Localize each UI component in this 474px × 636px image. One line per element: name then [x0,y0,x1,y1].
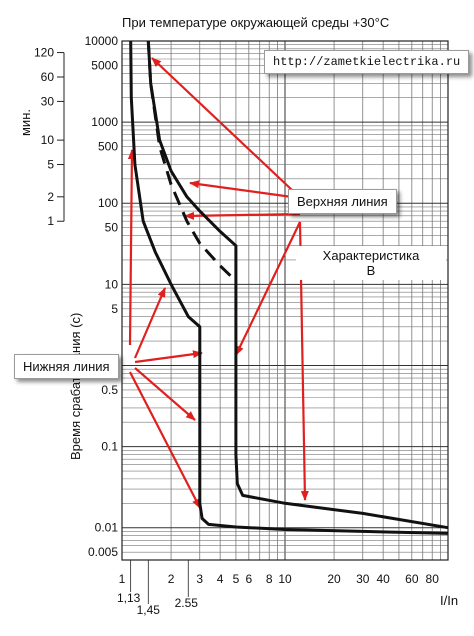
x-axis-label: I/In [440,593,458,608]
characteristic-line-2: В [366,263,376,278]
x-tick-label: 1 [119,572,126,586]
arrow-annotations [127,57,309,509]
y-tick-label: 1000 [91,115,118,129]
y-tick-label: 100 [98,196,118,210]
x-tick-label: 8 [266,572,273,586]
y-tick-label: 0.5 [101,383,118,397]
x-extra-tick-label: 1,45 [137,603,161,617]
x-tick-label: 3 [196,572,203,586]
minutes-tick-label: 30 [41,94,55,108]
x-extra-tick-label: 1,13 [117,591,141,605]
arrow [134,367,196,421]
minutes-tick-label: 5 [47,158,54,172]
x-tick-label: 60 [405,572,419,586]
chart-title: При температуре окружающей среды +30°С [122,15,389,30]
y-tick-label: 0.01 [95,521,119,535]
minutes-tick-label: 10 [41,133,55,147]
y-tick-label: 500 [98,140,118,154]
lower-line-callout: Нижняя линия [14,354,119,379]
x-tick-label: 80 [426,572,440,586]
minutes-tick-label: 120 [34,46,54,60]
minutes-tick-label: 60 [41,70,55,84]
curve-1 [129,40,449,535]
arrow [189,180,293,199]
arrow [151,57,293,191]
arrow [133,287,167,359]
tick-labels: 10000 5000 1000 500 100 50 10 5 1 0.5 0.1 0.01 0.005… [34,34,439,617]
x-tick-label: 30 [356,572,370,586]
y-tick-label: 10000 [85,34,119,48]
grid-lines [121,40,449,561]
x-tick-label: 10 [278,572,292,586]
curve-3 [146,40,237,283]
arrow [129,371,201,509]
y-tick-label: 0.1 [101,440,118,454]
y-axis-label: Время срабатывания (с) [68,313,83,460]
minutes-tick-label: 2 [47,190,54,204]
curves [129,40,449,535]
curve-2 [146,40,449,530]
x-extra-tick-label: 2.55 [175,596,199,610]
x-tick-label: 6 [245,572,252,586]
x-tick-label: 40 [376,572,390,586]
arrow [134,350,203,364]
y-tick-label: 5 [111,302,118,316]
characteristic-label: Характеристика В [296,246,446,280]
minutes-axis-label: мин. [18,109,33,136]
y-tick-label: 5000 [91,58,118,72]
arrow [127,149,136,346]
y-tick-label: 50 [105,221,119,235]
url-callout: http://zametkielectrika.ru [264,50,470,74]
plot-border [121,40,449,561]
arrow [235,221,301,356]
y-tick-label: 0.005 [88,545,118,559]
x-tick-label: 4 [217,572,224,586]
upper-line-callout: Верхняя линия [288,189,397,214]
characteristic-line-1: Характеристика [322,248,420,263]
x-tick-label: 20 [327,572,341,586]
minutes-tick-label: 1 [47,214,54,228]
y-tick-label: 10 [105,277,119,291]
x-tick-label: 2 [168,572,175,586]
axes [57,40,449,604]
x-tick-label: 5 [233,572,240,586]
